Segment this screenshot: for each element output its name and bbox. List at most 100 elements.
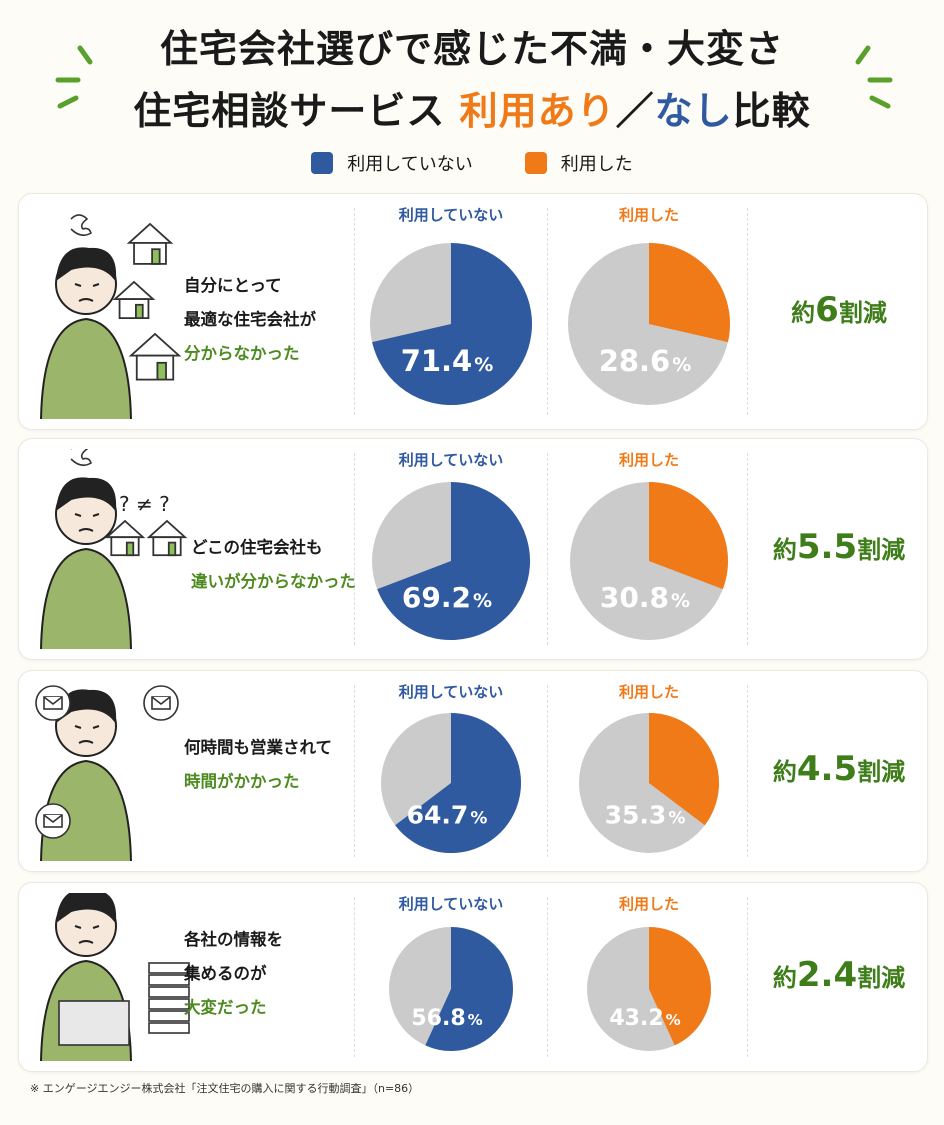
pie-value-label-used: 30.8% bbox=[600, 581, 690, 614]
pie-value-label-used: 35.3% bbox=[605, 801, 686, 830]
pie-slice-used bbox=[649, 713, 719, 826]
column-divider bbox=[547, 685, 548, 857]
column-divider bbox=[747, 453, 748, 645]
mail-icon bbox=[35, 685, 71, 721]
legend-item-not-used: 利用していない bbox=[311, 150, 473, 176]
card-illustration bbox=[31, 204, 191, 423]
title-line-2-suffix: 比較 bbox=[732, 89, 811, 133]
pie-label-not-used: 利用していない bbox=[398, 895, 504, 913]
reduction-suffix: 割減 bbox=[857, 758, 906, 786]
pie-value-label-used: 28.6% bbox=[599, 343, 692, 377]
person-illustration-icon bbox=[35, 656, 179, 862]
question-line-highlight: 違いが分からなかった bbox=[191, 572, 356, 591]
question-line-highlight: 時間がかかった bbox=[184, 772, 300, 791]
question-text: 自分にとって 最適な住宅会社が 分からなかった bbox=[184, 269, 316, 371]
reduction-prefix: 約 bbox=[772, 964, 797, 992]
column-divider bbox=[547, 897, 548, 1057]
person-illustration-icon bbox=[40, 214, 182, 420]
pie-slice-used bbox=[649, 482, 728, 590]
question-line-highlight: 大変だった bbox=[184, 998, 267, 1017]
legend-label-used: 利用した bbox=[560, 154, 633, 175]
pie-value-label-not-used: 69.2% bbox=[402, 581, 492, 614]
question-line: 最適な住宅会社が bbox=[184, 310, 316, 329]
pie-chart-used: 43.2% bbox=[587, 927, 711, 1051]
pie-value-label-not-used: 56.8% bbox=[411, 1006, 482, 1031]
question-text: どこの住宅会社も違いが分からなかった bbox=[191, 531, 356, 599]
pie-label-used: 利用した bbox=[618, 895, 679, 913]
pie-chart-not-used: 71.4% bbox=[370, 242, 532, 405]
question-text: 各社の情報を 集めるのが大変だった bbox=[184, 923, 283, 1025]
column-divider bbox=[354, 897, 355, 1057]
reduction-suffix: 割減 bbox=[857, 536, 906, 564]
card-illustration bbox=[31, 856, 191, 1065]
question-text: 何時間も営業されて 時間がかかった bbox=[184, 731, 332, 799]
reduction-label: 約5.5割減 bbox=[754, 527, 924, 567]
legend-item-used: 利用した bbox=[524, 150, 633, 176]
title-slash: ／ bbox=[615, 89, 655, 133]
pie-slice-not-used bbox=[372, 242, 532, 405]
question-line: 集めるのが bbox=[184, 964, 267, 983]
column-divider bbox=[354, 685, 355, 857]
paper-stack-icon bbox=[58, 962, 190, 1046]
legend-label-not-used: 利用していない bbox=[347, 154, 473, 175]
left-sparkle-icon bbox=[55, 45, 93, 109]
pie-label-used: 利用した bbox=[618, 451, 679, 469]
pie-slice-used bbox=[649, 927, 711, 1046]
pie-slice-used bbox=[649, 242, 730, 342]
pie-chart-not-used: 64.7% bbox=[381, 713, 521, 853]
question-card: 自分にとって 最適な住宅会社が 分からなかった 利用していない 71.4% 利用した 28.… bbox=[18, 193, 928, 430]
reduction-number: 2.4 bbox=[796, 955, 858, 995]
question-card: 各社の情報を 集めるのが大変だった 利用していない 56.8% 利用した 43.2% 約2.… bbox=[18, 856, 928, 1072]
reduction-prefix: 約 bbox=[772, 536, 797, 564]
question-line: どこの住宅会社も bbox=[191, 538, 323, 557]
reduction-suffix: 割減 bbox=[857, 964, 906, 992]
reduction-prefix: 約 bbox=[791, 298, 816, 327]
pie-chart-used: 28.6% bbox=[568, 242, 730, 405]
not-equal-mark: ? ≠ ? bbox=[119, 492, 170, 516]
pie-chart-not-used: 56.8% bbox=[389, 927, 513, 1051]
chart-legend: 利用していない 利用した bbox=[0, 150, 944, 176]
pie-chart-not-used: 69.2% bbox=[372, 482, 530, 640]
pie-label-not-used: 利用していない bbox=[398, 206, 504, 224]
column-divider bbox=[547, 208, 548, 415]
reduction-label: 約2.4割減 bbox=[754, 955, 924, 995]
question-line-highlight: 分からなかった bbox=[184, 344, 300, 363]
column-divider bbox=[354, 453, 355, 645]
title-line-2: 住宅相談サービス 利用あり／なし比較 bbox=[0, 80, 944, 135]
pie-chart-used: 30.8% bbox=[570, 482, 728, 640]
question-card: ? ≠ ? どこの住宅会社も違いが分からなかった 利用していない 69.2% 利用した 3… bbox=[18, 438, 928, 660]
card-illustration bbox=[31, 656, 191, 865]
title-line-2-prefix: 住宅相談サービス bbox=[133, 89, 446, 133]
question-card: 何時間も営業されて 時間がかかった 利用していない 64.7% 利用した 35.3% 約4.… bbox=[18, 656, 928, 872]
reduction-label: 約4.5割減 bbox=[754, 749, 924, 789]
pie-value-label-not-used: 71.4% bbox=[401, 343, 494, 377]
legend-swatch-not-used bbox=[311, 152, 334, 174]
pie-slice-not-used bbox=[395, 713, 521, 853]
reduction-number: 5.5 bbox=[796, 527, 858, 567]
reduction-label: 約6割減 bbox=[754, 290, 924, 330]
column-divider bbox=[747, 208, 748, 415]
footnote: ※ エンゲージエンジー株式会社「注文住宅の購入に関する行動調査」（n=86） bbox=[30, 1082, 420, 1095]
question-line: 各社の情報を bbox=[184, 930, 283, 949]
mail-icon bbox=[143, 685, 179, 721]
column-divider bbox=[547, 453, 548, 645]
title-line-1: 住宅会社選びで感じた不満・大変さ bbox=[159, 27, 784, 71]
person-illustration-icon bbox=[40, 856, 190, 1062]
right-sparkle-icon bbox=[855, 45, 893, 109]
title-accent-not-used: なし bbox=[654, 89, 733, 133]
title-accent-used: 利用あり bbox=[459, 89, 616, 133]
pie-label-not-used: 利用していない bbox=[398, 451, 504, 469]
pie-label-used: 利用した bbox=[618, 683, 679, 701]
reduction-suffix: 割減 bbox=[838, 298, 887, 327]
legend-swatch-used bbox=[524, 152, 547, 174]
person-illustration-icon: ? ≠ ? bbox=[40, 444, 188, 650]
pie-value-label-not-used: 64.7% bbox=[407, 801, 488, 830]
column-divider bbox=[354, 208, 355, 415]
reduction-number: 6 bbox=[815, 289, 839, 330]
pie-chart-used: 35.3% bbox=[579, 713, 719, 853]
pie-value-label-used: 43.2% bbox=[609, 1006, 680, 1031]
pie-label-used: 利用した bbox=[618, 206, 679, 224]
pie-slice-not-used bbox=[377, 482, 530, 640]
pie-label-not-used: 利用していない bbox=[398, 683, 504, 701]
card-illustration: ? ≠ ? bbox=[31, 444, 191, 653]
